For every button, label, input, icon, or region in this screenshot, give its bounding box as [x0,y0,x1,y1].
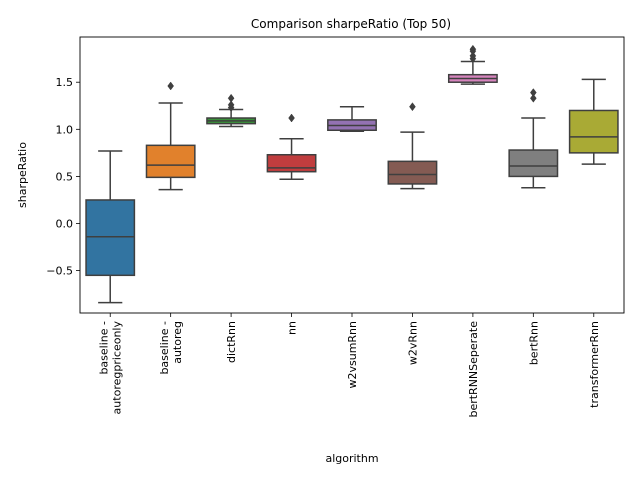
box-transformerrnn [568,78,619,165]
x-tick-label-line: nn [286,321,299,335]
box-dictrnn [206,93,257,128]
box-w2vrnn [387,102,438,190]
x-tick-label: transformerRnn [588,321,601,408]
iqr-box [85,199,136,277]
box-bertrnn [508,88,559,189]
x-tick-label: w2vRnn [406,321,419,365]
x-tick-label: dictRnn [225,321,238,363]
x-tick-label-line: baseline - [158,321,171,375]
iqr-box [266,153,317,173]
x-tick-label-line: bertRNNSeperate [467,321,480,418]
x-tick-label-line: dictRnn [225,321,238,363]
box-baselineautoreg [145,81,196,191]
outlier-point [530,88,537,97]
x-tick-label-line: transformerRnn [588,321,601,408]
iqr-box [508,149,559,178]
chart-title: Comparison sharpeRatio (Top 50) [251,17,451,31]
outlier-point [167,81,174,91]
x-tick-label: nn [286,321,299,335]
iqr-box [145,144,196,179]
y-tick-label: 0.5 [56,170,74,183]
box-baselineautoregpriceonly [85,150,136,304]
plot-area [85,44,619,304]
box-nn [266,113,317,180]
box-w2vsumrnn [327,105,377,132]
x-tick-label-line: w2vRnn [406,321,419,365]
outlier-point [227,93,235,103]
x-tick-label: bertRNNSeperate [467,321,480,418]
x-tick-label-line: bertRnn [527,321,540,365]
outlier-point [409,102,416,112]
x-tick-label-line: autoreg [171,321,184,364]
x-tick-label-line: w2vsumRnn [346,321,359,389]
y-axis-label: sharpeRatio [16,142,29,208]
x-tick-label: w2vsumRnn [346,321,359,389]
x-tick-label: baseline -autoregpriceonly [98,321,124,415]
outlier-point [227,100,235,110]
box-bertrnnseperate [447,44,498,85]
x-axis: baseline -autoregpriceonly baseline -auto… [98,313,601,418]
iqr-box [387,160,438,185]
y-axis: −0.5 0.0 0.5 1.0 1.5 [46,76,80,278]
x-axis-label: algorithm [325,452,378,465]
iqr-box [568,109,619,154]
outlier-point [469,44,477,54]
x-tick-label-line: autoregpriceonly [111,321,124,415]
outlier-point [530,93,537,103]
x-tick-label: bertRnn [527,321,540,365]
x-tick-label-line: baseline - [98,321,111,375]
y-tick-label: 1.5 [56,76,74,89]
x-tick-label: baseline -autoreg [158,321,184,375]
outlier-point [469,51,477,61]
outlier-point [288,113,295,123]
y-tick-label: 0.0 [56,218,74,231]
y-tick-label: −0.5 [46,265,73,278]
y-tick-label: 1.0 [56,123,74,136]
